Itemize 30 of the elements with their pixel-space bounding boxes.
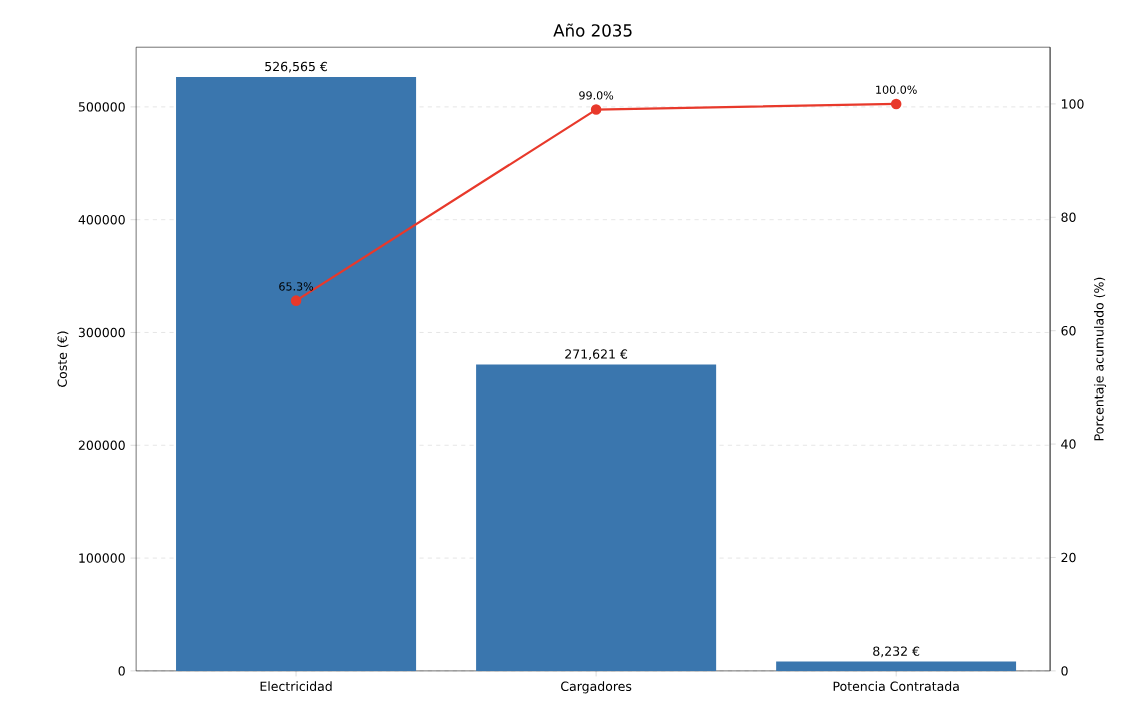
y-axis-title: Coste (€) [57,331,69,387]
point [890,98,902,109]
data-label: 8,232 € [873,646,920,657]
y2-tick-label: 100 [1061,98,1084,109]
data-label: 100.0% [876,85,917,94]
y-tick-label: 100000 [79,553,125,563]
point [290,295,302,306]
y-tick-label: 300000 [78,327,125,337]
bar [176,76,417,671]
y-tick-label: 0 [118,665,125,676]
y2-tick-label: 0 [1061,665,1068,676]
y2-axis-title: Porcentaje acumulado (%) [1093,277,1107,440]
y-tick-label: 400000 [78,214,125,225]
y2-tick-label: 80 [1061,212,1076,222]
y2-tick-label: 60 [1061,325,1076,336]
data-label: 65.3% [279,282,314,291]
x-tick-label: Cargadores [561,681,632,694]
y2-tick-label: 20 [1061,552,1076,562]
chart-title: Año 2035 [553,23,632,37]
point [590,104,602,115]
bar [476,364,717,671]
data-label: 99.0% [579,90,614,100]
data-label: 526,565 € [265,61,328,73]
bar [776,661,1017,671]
y-tick-label: 200000 [78,440,125,450]
y-tick-label: 500000 [78,101,125,112]
x-tick-label: Potencia Contratada [833,681,959,691]
data-label: 271,621 € [565,349,628,360]
y2-tick-label: 40 [1061,439,1076,449]
x-tick-label: Electricidad [260,681,332,691]
